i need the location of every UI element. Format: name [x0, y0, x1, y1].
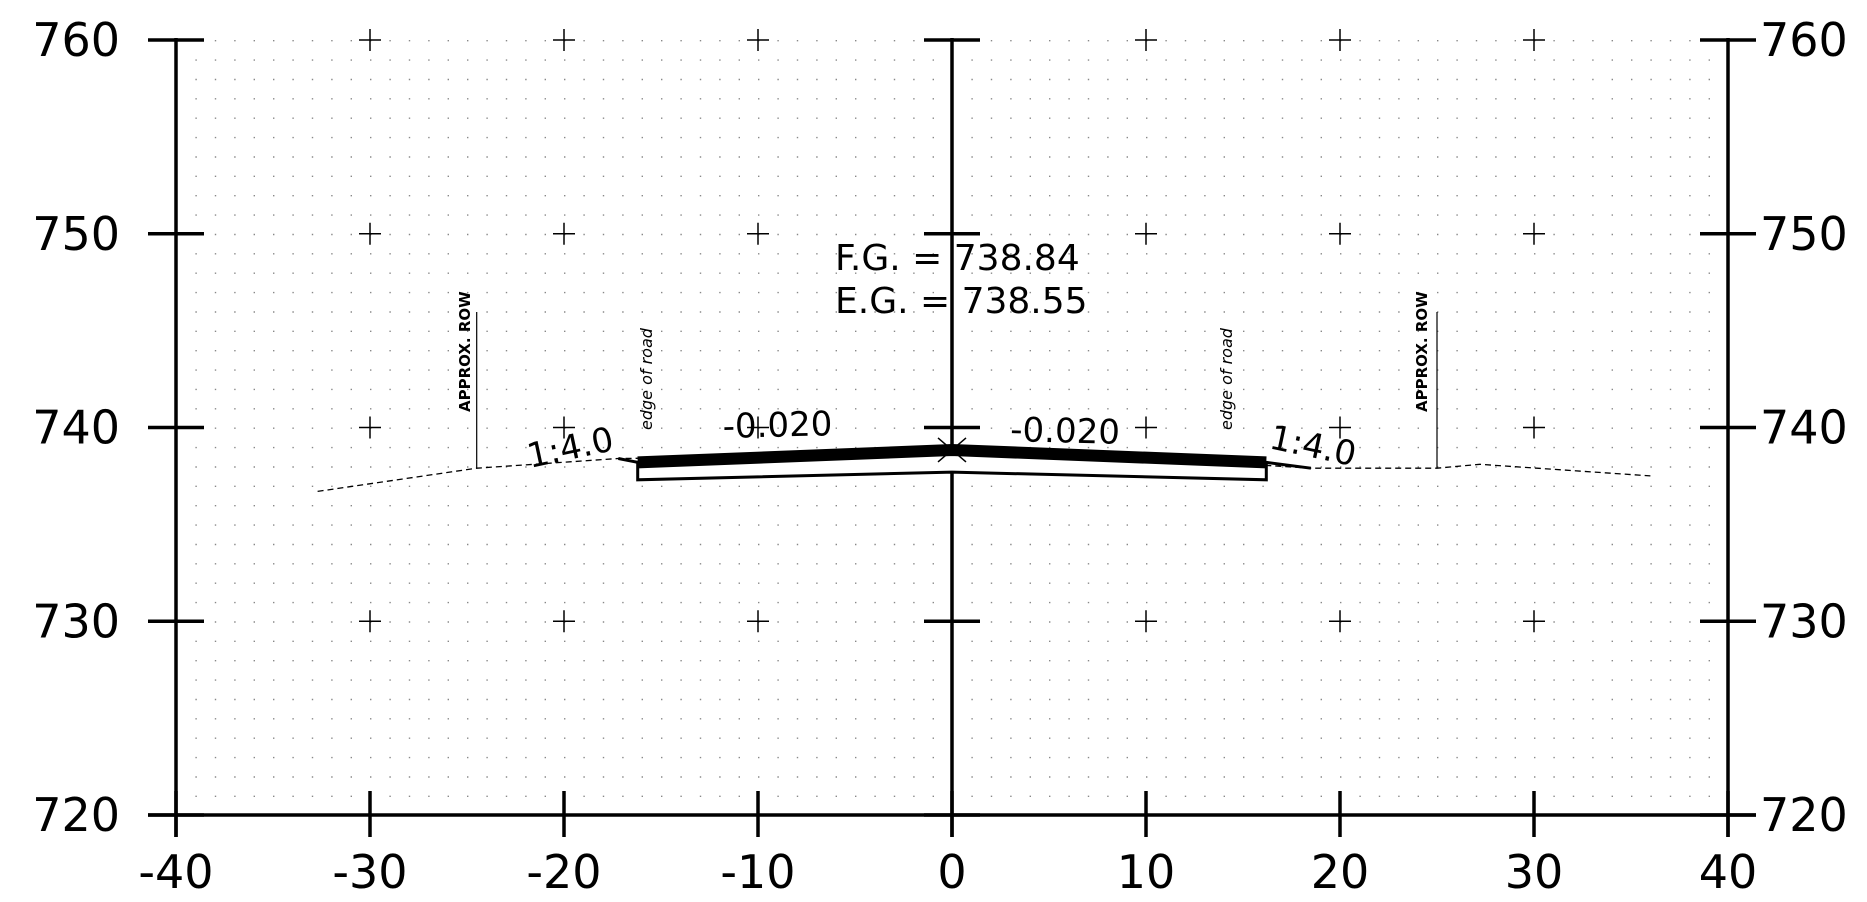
- right-side-slope: [1266, 460, 1312, 470]
- y-tick-label-right: 750: [1760, 207, 1848, 261]
- grid-cross: [359, 610, 381, 633]
- x-tick-label: 20: [1311, 845, 1370, 899]
- grid-cross: [553, 610, 575, 633]
- section-geometry: [317, 312, 1651, 493]
- y-tick-label-left: 720: [32, 788, 120, 842]
- grid-cross: [1523, 610, 1545, 633]
- grid-cross: [1523, 416, 1545, 439]
- x-tick-label: 10: [1117, 845, 1176, 899]
- left-side-slope: [618, 457, 639, 464]
- left-cross-slope-label: -0.020: [722, 404, 833, 447]
- grid-cross: [747, 610, 769, 633]
- centerline-marker: [937, 437, 967, 463]
- grid-cross: [747, 222, 769, 245]
- grid-cross: [553, 222, 575, 245]
- right-edge-of-road-label: edge of road: [1217, 327, 1236, 430]
- grid-crosses: [359, 29, 1545, 633]
- grid-cross: [1135, 222, 1157, 245]
- grid-cross: [1329, 416, 1351, 439]
- grid-cross: [1523, 222, 1545, 245]
- x-tick-label: -20: [526, 845, 601, 899]
- grid-cross: [747, 29, 769, 51]
- grid-cross: [553, 416, 575, 439]
- x-tick-label: 40: [1699, 845, 1758, 899]
- x-tick-label: -10: [720, 845, 795, 899]
- y-tick-label-left: 730: [32, 594, 120, 648]
- y-tick-label-right: 740: [1760, 401, 1848, 455]
- grid-cross: [1135, 29, 1157, 51]
- fg-elevation-label: F.G. = 738.84: [835, 238, 1080, 279]
- grid-cross: [1329, 610, 1351, 633]
- grid-cross: [553, 29, 575, 51]
- grid-cross: [359, 416, 381, 439]
- grid-cross: [747, 416, 769, 439]
- y-tick-label-left: 740: [32, 401, 120, 455]
- grid-cross: [359, 222, 381, 245]
- x-tick-label: 0: [937, 845, 966, 899]
- left-side-slope-label: 1:4.0: [524, 420, 618, 477]
- left-row-label: APPROX. ROW: [456, 291, 474, 412]
- y-tick-label-left: 760: [32, 13, 120, 67]
- x-tick-label: 30: [1505, 845, 1564, 899]
- axis-ticks: [148, 38, 1756, 837]
- right-row-label: APPROX. ROW: [1413, 291, 1431, 412]
- y-tick-label-right: 730: [1760, 594, 1848, 648]
- grid-cross: [1135, 416, 1157, 439]
- y-tick-labels-left: 720 730 740 750 760: [32, 13, 120, 842]
- x-tick-label: -30: [332, 845, 407, 899]
- x-tick-label: -40: [138, 845, 213, 899]
- axis-frame: [148, 38, 1756, 837]
- grid-cross: [1135, 610, 1157, 633]
- y-tick-labels-right: 720 730 740 750 760: [1760, 13, 1848, 842]
- grid-cross: [359, 29, 381, 51]
- y-tick-label-left: 750: [32, 207, 120, 261]
- grid-cross: [1329, 29, 1351, 51]
- eg-elevation-label: E.G. = 738.55: [835, 281, 1088, 322]
- y-tick-label-right: 760: [1760, 13, 1848, 67]
- y-tick-label-right: 720: [1760, 788, 1848, 842]
- right-cross-slope-label: -0.020: [1010, 410, 1121, 453]
- x-tick-labels: -40 -30 -20 -10 0 10 20 30 40: [138, 845, 1757, 899]
- grid-cross: [1329, 222, 1351, 245]
- left-edge-of-road-label: edge of road: [637, 327, 656, 430]
- grid-cross: [1523, 29, 1545, 51]
